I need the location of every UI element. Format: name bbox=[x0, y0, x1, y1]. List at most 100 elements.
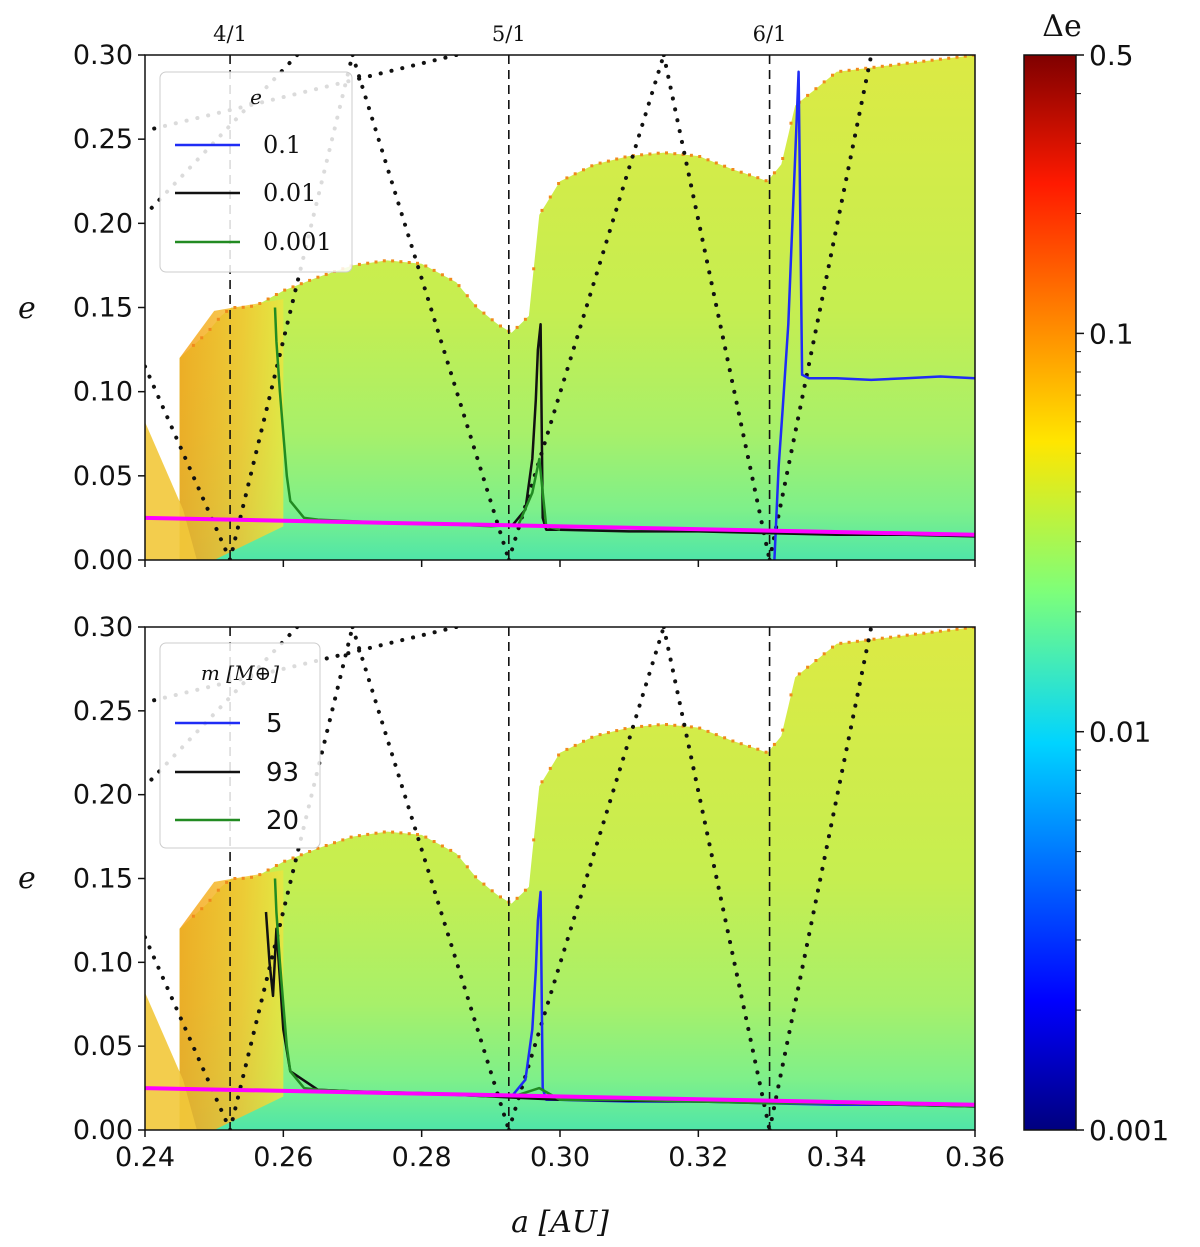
y-tick-label: 0.25 bbox=[73, 124, 133, 155]
boundary-speckle bbox=[938, 57, 942, 61]
boundary-speckle bbox=[748, 744, 751, 748]
series-line-0.01 bbox=[510, 323, 975, 538]
boundary-speckle bbox=[258, 873, 262, 877]
boundary-speckle bbox=[590, 735, 594, 739]
y-tick-label: 0.15 bbox=[73, 864, 133, 895]
bottom-legend-label-0: 5 bbox=[266, 709, 283, 739]
boundary-speckle bbox=[432, 268, 436, 272]
boundary-speckle bbox=[440, 844, 444, 848]
boundary-speckle bbox=[324, 272, 328, 276]
boundary-speckle bbox=[548, 195, 552, 199]
boundary-speckle bbox=[407, 261, 411, 264]
boundary-speckle bbox=[822, 652, 826, 656]
y-tick-label: 0.15 bbox=[73, 293, 133, 324]
bottom-legend-title: m [M⊕] bbox=[201, 661, 279, 685]
boundary-speckle bbox=[623, 727, 627, 731]
boundary-speckle bbox=[474, 304, 478, 308]
boundary-speckle bbox=[648, 724, 652, 728]
boundary-speckle bbox=[590, 164, 594, 168]
boundary-speckle bbox=[432, 840, 436, 843]
boundary-speckle bbox=[283, 859, 287, 863]
boundary-speckle bbox=[706, 158, 710, 162]
boundary-speckle bbox=[341, 838, 345, 842]
boundary-speckle bbox=[557, 182, 561, 185]
boundary-speckle bbox=[698, 726, 702, 730]
boundary-speckle bbox=[399, 831, 403, 835]
boundary-speckle bbox=[889, 635, 893, 639]
boundary-speckle bbox=[806, 665, 810, 669]
boundary-speckle bbox=[972, 55, 975, 57]
top-ylabel: e bbox=[18, 291, 36, 326]
boundary-speckle bbox=[673, 152, 677, 156]
boundary-speckle bbox=[573, 172, 577, 176]
boundary-speckle bbox=[208, 327, 212, 331]
bottom-legend-label-2: 20 bbox=[266, 806, 299, 836]
boundary-speckle bbox=[764, 750, 768, 754]
boundary-speckle bbox=[333, 841, 336, 845]
boundary-speckle bbox=[548, 766, 552, 770]
y-tick-label: 0.25 bbox=[73, 696, 133, 727]
x-tick-label: 0.36 bbox=[945, 1142, 1005, 1173]
boundary-speckle bbox=[673, 723, 677, 727]
boundary-speckle bbox=[366, 261, 370, 265]
boundary-speckle bbox=[806, 93, 810, 97]
boundary-speckle bbox=[648, 152, 652, 156]
dotted-curve-2 bbox=[350, 55, 511, 560]
boundary-speckle bbox=[200, 907, 204, 911]
boundary-speckle bbox=[399, 260, 403, 264]
x-tick-label: 0.32 bbox=[668, 1142, 728, 1173]
boundary-speckle bbox=[947, 56, 951, 60]
boundary-speckle bbox=[656, 723, 660, 727]
boundary-speckle bbox=[922, 631, 926, 635]
boundary-speckle bbox=[656, 151, 660, 155]
dotted-curve-0 bbox=[145, 935, 233, 1130]
boundary-speckle bbox=[847, 640, 851, 644]
boundary-speckle bbox=[457, 855, 461, 859]
colorbar-tick-label: 0.1 bbox=[1089, 317, 1134, 350]
boundary-speckle bbox=[250, 304, 253, 308]
boundary-speckle bbox=[266, 297, 270, 301]
boundary-speckle bbox=[748, 173, 751, 177]
boundary-speckle bbox=[440, 273, 444, 277]
y-tick-label: 0.00 bbox=[73, 545, 133, 576]
series-line-reference bbox=[145, 1086, 975, 1107]
boundary-speckle bbox=[897, 62, 901, 66]
boundary-speckle bbox=[781, 728, 785, 732]
boundary-speckle bbox=[864, 638, 868, 642]
boundary-speckle bbox=[640, 153, 644, 157]
boundary-speckle bbox=[258, 302, 262, 305]
boundary-speckle bbox=[756, 176, 760, 180]
boundary-speckle bbox=[490, 318, 494, 322]
x-tick-label: 0.30 bbox=[530, 1142, 590, 1173]
bottom-panel: 0.00 0.05 0.10 0.15 0.20 0.25 0.30 0.24 0.26 0.28… bbox=[18, 612, 1005, 1240]
boundary-speckle bbox=[266, 868, 270, 872]
boundary-speckle bbox=[250, 875, 253, 879]
boundary-speckle bbox=[756, 747, 760, 751]
boundary-speckle bbox=[233, 877, 237, 880]
boundary-speckle bbox=[457, 284, 461, 288]
boundary-speckle bbox=[424, 264, 428, 268]
y-tick-label: 0.00 bbox=[73, 1115, 133, 1146]
top-panel: 0.00 0.05 0.10 0.15 0.20 0.25 0.30 4/1 5/1 6/1 e … bbox=[18, 22, 976, 576]
y-tick-label: 0.10 bbox=[73, 377, 133, 408]
boundary-speckle bbox=[972, 627, 975, 629]
boundary-speckle bbox=[598, 733, 602, 737]
boundary-speckle bbox=[557, 753, 561, 757]
boundary-speckle bbox=[424, 835, 428, 839]
resonance-label: 5/1 bbox=[492, 22, 526, 46]
boundary-speckle bbox=[324, 844, 328, 847]
y-tick-label: 0.30 bbox=[73, 612, 133, 643]
boundary-speckle bbox=[689, 725, 693, 729]
boundary-speckle bbox=[723, 164, 727, 168]
boundary-speckle bbox=[723, 736, 727, 740]
boundary-speckle bbox=[689, 153, 693, 157]
boundary-speckle bbox=[308, 850, 312, 853]
low-a-strip bbox=[145, 992, 197, 1130]
boundary-speckle bbox=[208, 898, 212, 902]
boundary-speckle bbox=[781, 157, 785, 160]
y-tick-label: 0.10 bbox=[73, 947, 133, 978]
boundary-speckle bbox=[615, 157, 619, 161]
boundary-speckle bbox=[963, 55, 967, 58]
boundary-speckle bbox=[382, 259, 386, 263]
